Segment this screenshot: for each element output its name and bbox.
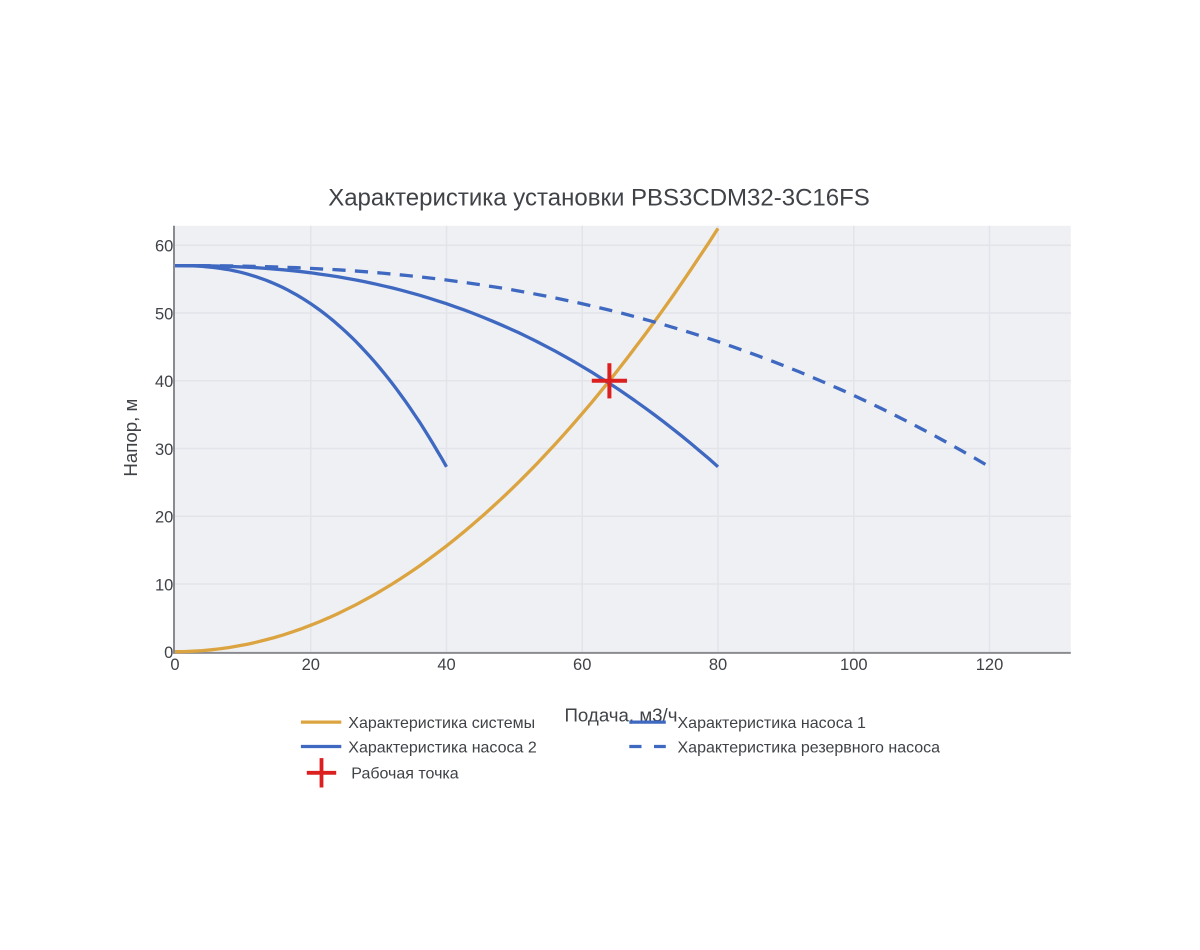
svg-text:Рабочая точка: Рабочая точка bbox=[351, 766, 458, 783]
svg-text:20: 20 bbox=[155, 509, 173, 527]
svg-text:60: 60 bbox=[155, 238, 173, 256]
svg-text:80: 80 bbox=[709, 656, 727, 674]
svg-text:100: 100 bbox=[840, 656, 868, 674]
svg-text:60: 60 bbox=[573, 656, 591, 674]
svg-text:Напор, м: Напор, м bbox=[120, 399, 141, 477]
svg-text:20: 20 bbox=[302, 656, 320, 674]
svg-text:Характеристика насоса 2: Характеристика насоса 2 bbox=[348, 739, 537, 756]
svg-text:120: 120 bbox=[976, 656, 1004, 674]
svg-text:Подача, м3/ч: Подача, м3/ч bbox=[565, 704, 678, 725]
svg-text:10: 10 bbox=[155, 576, 173, 594]
svg-text:Характеристика системы: Характеристика системы bbox=[348, 715, 535, 732]
svg-text:Характеристика установки PBS3C: Характеристика установки PBS3CDM32-3C16F… bbox=[328, 184, 870, 211]
svg-text:Характеристика резервного насо: Характеристика резервного насоса bbox=[678, 739, 941, 756]
svg-text:0: 0 bbox=[170, 656, 179, 674]
svg-text:Характеристика насоса 1: Характеристика насоса 1 bbox=[678, 715, 867, 732]
svg-text:30: 30 bbox=[155, 441, 173, 459]
svg-text:40: 40 bbox=[437, 656, 455, 674]
svg-text:40: 40 bbox=[155, 373, 173, 391]
svg-text:50: 50 bbox=[155, 305, 173, 323]
svg-text:0: 0 bbox=[164, 644, 173, 662]
